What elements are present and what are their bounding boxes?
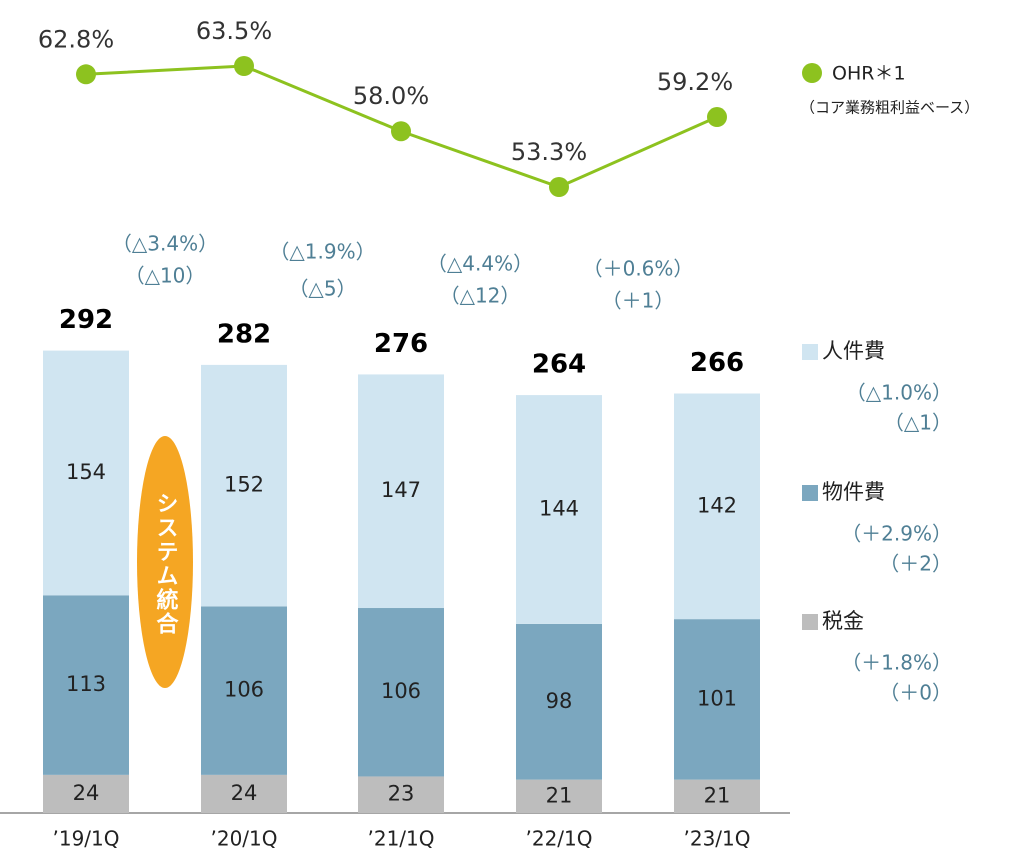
ohr-point: [76, 64, 96, 85]
ohr-point: [707, 107, 727, 128]
change-label: （△5）: [288, 277, 356, 301]
ohr-label: 63.5%: [196, 17, 272, 45]
change-label: （△10）: [125, 264, 206, 288]
legend-label: OHR＊1: [832, 63, 906, 85]
integration-label: システム統合: [153, 492, 179, 636]
value-label: 24: [231, 781, 258, 805]
change-label: （△12）: [440, 284, 521, 308]
value-label: 24: [73, 781, 100, 805]
value-label: 23: [388, 782, 415, 806]
legend-change: （△1.0%）: [846, 381, 952, 405]
value-label: 113: [66, 672, 106, 696]
change-label: （＋1）: [602, 289, 675, 313]
value-label: 21: [704, 783, 731, 807]
total-label: 266: [690, 348, 744, 378]
x-tick-label: ’20/1Q: [210, 827, 277, 851]
ohr-point: [391, 121, 411, 142]
x-tick-label: ’23/1Q: [683, 827, 750, 851]
value-label: 106: [381, 679, 421, 703]
ohr-point: [549, 177, 569, 197]
legend-label: 税金: [822, 609, 864, 633]
value-label: 101: [697, 686, 737, 710]
bar-segment: [43, 350, 129, 596]
x-tick-label: ’19/1Q: [52, 827, 119, 851]
change-label: （△4.4%）: [427, 252, 533, 276]
bar-segment: [516, 395, 602, 624]
legend-label: 人件費: [822, 339, 885, 363]
bar-segment: [358, 776, 444, 813]
ohr-label: 62.8%: [38, 25, 114, 53]
bar-segment: [201, 606, 287, 775]
value-label: 106: [224, 678, 264, 702]
legend-label: 物件費: [822, 480, 885, 504]
bar-segment: [43, 595, 129, 775]
bar-segment: [674, 779, 760, 813]
bar-segment: [43, 774, 129, 813]
bar-segment: [516, 779, 602, 813]
integration-badge: [137, 436, 193, 688]
bar-segment: [516, 623, 602, 780]
value-label: 98: [546, 689, 573, 713]
total-label: 282: [217, 319, 271, 349]
x-tick-label: ’22/1Q: [525, 827, 592, 851]
bar-segment: [674, 619, 760, 780]
value-label: 147: [381, 478, 421, 502]
total-label: 264: [532, 350, 586, 380]
bar-segment: [674, 393, 760, 620]
legend-swatch: [802, 344, 818, 360]
change-label: （△3.4%）: [112, 232, 218, 256]
change-label: （△1.9%）: [269, 240, 375, 264]
ohr-label: 53.3%: [511, 138, 587, 166]
total-label: 292: [59, 305, 113, 335]
value-label: 144: [539, 496, 579, 520]
value-label: 142: [697, 493, 737, 517]
bar-segment: [201, 774, 287, 813]
total-label: 276: [374, 329, 428, 359]
ohr-point: [234, 56, 254, 76]
legend-swatch: [802, 614, 818, 630]
legend-change: （＋2）: [879, 552, 952, 576]
value-label: 152: [224, 473, 264, 497]
ohr-label: 59.2%: [657, 68, 733, 96]
ohr-label: 58.0%: [353, 82, 429, 110]
legend-change: （＋0）: [879, 681, 952, 705]
x-tick-label: ’21/1Q: [367, 827, 434, 851]
legend-change: （＋2.9%）: [841, 522, 952, 546]
legend-dot: [802, 63, 822, 83]
bar-segment: [358, 608, 444, 777]
line-note: （コア業務粗利益ベース）: [800, 99, 979, 117]
value-label: 21: [546, 783, 573, 807]
change-label: （＋0.6%）: [583, 257, 694, 281]
value-label: 154: [66, 460, 106, 484]
bar-segment: [358, 374, 444, 609]
legend-change: （＋1.8%）: [841, 651, 952, 675]
bar-segment: [201, 364, 287, 607]
legend-swatch: [802, 485, 818, 501]
legend-change: （△1）: [884, 411, 952, 435]
